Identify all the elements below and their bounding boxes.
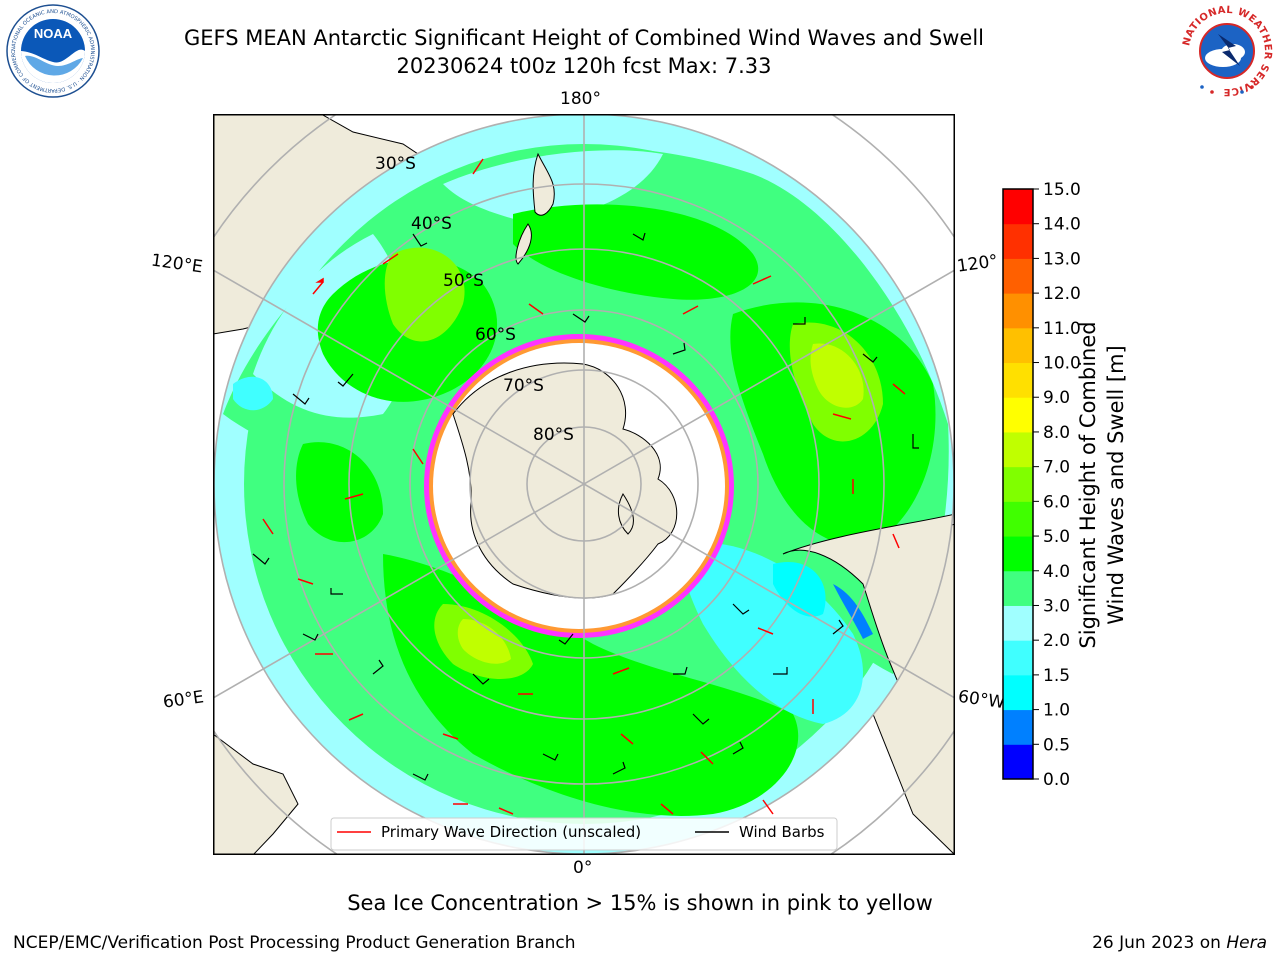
colorbar-swatch (1003, 189, 1033, 225)
wave-direction-arrows (262, 158, 906, 815)
chart-title: GEFS MEAN Antarctic Significant Height o… (183, 26, 985, 50)
colorbar-tick-label: 11.0 (1043, 319, 1081, 339)
noaa-logo: NOAA NATIONAL OCEANIC AND ATMOSPHERIC AD… (6, 4, 100, 98)
svg-text:NOAA: NOAA (34, 26, 73, 41)
colorbar-tick-label: 10.0 (1043, 354, 1081, 374)
lon-label-60e: 60°E (161, 687, 206, 713)
footer-date: 26 Jun 2023 on Hera (1092, 933, 1267, 953)
colorbar-swatch (1003, 570, 1033, 606)
colorbar-swatch (1003, 709, 1033, 745)
lat-label-30s: 30°S (375, 154, 416, 174)
colorbar-tick-label: 14.0 (1043, 215, 1081, 235)
colorbar-tick-label: 1.5 (1043, 666, 1070, 686)
colorbar-tick-label: 7.0 (1043, 458, 1070, 478)
colorbar-swatch (1003, 501, 1033, 537)
chart-subtitle: 20230624 t00z 120h fcst Max: 7.33 (396, 54, 772, 78)
polar-map: 30°S 40°S 50°S 60°S 70°S 80°S Primary Wa… (213, 114, 955, 855)
colorbar-swatch (1003, 744, 1033, 780)
national-weather-service-logo: NATIONAL WEATHER SERVICE (1180, 4, 1274, 98)
colorbar: 0.0 0.5 1.0 1.5 2.0 3.0 4.0 5.0 6.0 7.0 8.0 9.0 10.0… (1002, 180, 1081, 790)
wind-barbs (252, 232, 919, 781)
colorbar-frame (1002, 188, 1034, 780)
lat-label-50s: 50°S (443, 271, 484, 291)
lon-label-60w: 60°W (956, 686, 1007, 714)
colorbar-tick-label: 2.0 (1043, 631, 1070, 651)
colorbar-tick-label: 9.0 (1043, 388, 1070, 408)
colorbar-tick-label: 8.0 (1043, 423, 1070, 443)
colorbar-swatch (1003, 397, 1033, 433)
colorbar-swatch (1003, 431, 1033, 468)
colorbar-swatch (1003, 536, 1033, 572)
colorbar-tick-label: 3.0 (1043, 596, 1070, 616)
new-zealand-land (515, 152, 555, 265)
colorbar-tick-label: 5.0 (1043, 527, 1070, 547)
lat-label-60s: 60°S (475, 325, 516, 345)
lon-label-120w: 120° (955, 251, 1000, 277)
colorbar-swatch (1003, 327, 1033, 364)
colorbar-swatch (1003, 640, 1033, 676)
colorbar-swatch (1003, 293, 1033, 329)
colorbar-tick-label: 13.0 (1043, 249, 1081, 269)
legend: Primary Wave Direction (unscaled) Wind B… (330, 817, 838, 851)
map-frame (213, 114, 955, 855)
lat-label-40s: 40°S (411, 214, 452, 234)
colorbar-tick-label: 12.0 (1043, 284, 1081, 304)
lon-label-0: 0° (573, 858, 593, 878)
antarctica-land (452, 362, 678, 599)
colorbar-swatch (1003, 223, 1033, 259)
colorbar-swatch (1003, 674, 1033, 711)
colorbar-tick-label: 1.0 (1043, 701, 1070, 721)
legend-barb-label: Wind Barbs (739, 823, 825, 841)
footer-credit: NCEP/EMC/Verification Post Processing Pr… (13, 933, 576, 953)
legend-wave-label: Primary Wave Direction (unscaled) (381, 823, 641, 841)
colorbar-swatch (1003, 258, 1033, 294)
colorbar-tick-label: 6.0 (1043, 492, 1070, 512)
lat-label-70s: 70°S (503, 376, 544, 396)
colorbar-tick-label: 4.0 (1043, 562, 1070, 582)
colorbar-swatch (1003, 605, 1033, 641)
colorbar-tick-label: 0.0 (1043, 770, 1070, 790)
lat-label-80s: 80°S (533, 425, 574, 445)
lon-label-180: 180° (560, 89, 601, 109)
colorbar-swatch (1003, 466, 1033, 502)
lon-label-120e: 120°E (149, 250, 204, 278)
colorbar-swatch (1003, 362, 1033, 398)
africa-land (213, 733, 299, 855)
colorbar-tick-label: 15.0 (1043, 180, 1081, 200)
colorbar-tick-label: 0.5 (1043, 735, 1070, 755)
sea-ice-note: Sea Ice Concentration > 15% is shown in … (347, 891, 933, 915)
